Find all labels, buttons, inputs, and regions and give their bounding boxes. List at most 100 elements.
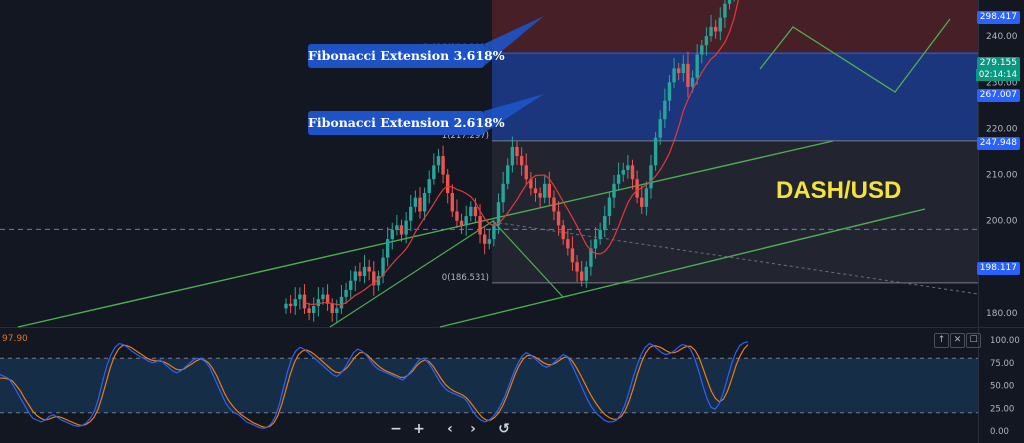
- candle-body: [335, 308, 339, 313]
- candle-body: [649, 165, 653, 189]
- callout-connector-2618: [484, 94, 544, 133]
- candle-body: [727, 0, 732, 4]
- price-tick-6: 230.00: [986, 78, 1018, 88]
- candle-body: [658, 119, 662, 138]
- candle-body: [612, 183, 616, 198]
- oscillator-band: [0, 358, 978, 413]
- candle-body: [436, 156, 441, 166]
- projected-path-line: [759, 18, 951, 93]
- candle-body: [635, 179, 639, 198]
- reset-chart-button[interactable]: ↺: [498, 421, 510, 437]
- candle-countdown: 02:14:14: [975, 69, 1020, 81]
- candle-body: [385, 239, 390, 258]
- candle-body: [325, 294, 330, 304]
- moving-average-line: [304, 0, 739, 306]
- candle-body: [372, 271, 376, 286]
- candle-body: [487, 239, 491, 244]
- candle-body: [464, 216, 468, 226]
- pane-maximize-button[interactable]: ☐: [966, 333, 981, 348]
- candle-body: [690, 77, 695, 87]
- candle-body: [686, 63, 690, 87]
- candle-body: [427, 179, 431, 194]
- price-tag-267: 267.007: [976, 89, 1020, 102]
- candle-body: [409, 206, 413, 221]
- candle-body: [593, 239, 598, 249]
- candle-body: [607, 197, 612, 217]
- candle-body: [533, 188, 538, 194]
- candle-body: [556, 211, 561, 226]
- candle-body: [307, 308, 311, 313]
- candle-body: [621, 169, 625, 175]
- candle-body: [288, 303, 293, 307]
- candle-body: [353, 271, 357, 281]
- oscillator-tick-2: 50.00: [990, 382, 1014, 392]
- candle-body: [390, 229, 394, 240]
- candle-body: [519, 156, 524, 166]
- oscillator-tick-1: 75.00: [990, 359, 1014, 369]
- candle-body: [330, 303, 334, 313]
- fib-anchor-line: [329, 220, 564, 328]
- price-tag-247: 247.948: [976, 137, 1020, 150]
- scroll-left-button[interactable]: ‹: [447, 421, 453, 437]
- candle-body: [441, 156, 445, 175]
- candle-body: [506, 165, 510, 184]
- candle-body: [339, 296, 344, 309]
- fib-zone-1-0: [492, 140, 978, 283]
- candle-body: [298, 294, 302, 300]
- candle-body: [515, 146, 519, 157]
- candle-body: [284, 303, 288, 309]
- candle-body: [630, 165, 635, 180]
- candle-body: [723, 3, 727, 18]
- candle-body: [312, 306, 316, 313]
- oscillator-tick-0: 100.00: [990, 336, 1020, 346]
- candle-body: [644, 188, 649, 207]
- candle-body: [640, 197, 644, 207]
- candle-body: [395, 225, 399, 230]
- candle-body: [510, 146, 515, 166]
- fib-extension-3618-callout: Fibonacci Extension 3.618%: [308, 44, 505, 68]
- candle-body: [492, 225, 496, 240]
- candle-body: [695, 54, 699, 78]
- candle-body: [302, 294, 307, 309]
- candle-body: [450, 193, 455, 212]
- candle-body: [473, 206, 478, 217]
- candle-body: [718, 17, 722, 32]
- pane-close-button[interactable]: ✕: [950, 333, 965, 348]
- candle-body: [566, 239, 570, 249]
- pane-move-up-button[interactable]: ↑: [934, 333, 949, 348]
- price-tick-7: 220.00: [986, 124, 1018, 134]
- candle-body: [496, 202, 501, 226]
- candle-body: [538, 193, 542, 198]
- candle-body: [348, 280, 353, 290]
- candle-body: [418, 197, 422, 212]
- candle-body: [663, 100, 667, 120]
- zoom-in-button[interactable]: +: [413, 421, 425, 437]
- candle-body: [704, 36, 709, 46]
- candle-body: [584, 266, 588, 281]
- candle-body: [376, 276, 381, 286]
- scroll-right-button[interactable]: ›: [470, 421, 476, 437]
- candle-body: [501, 183, 505, 203]
- candle-body: [667, 82, 672, 101]
- candle-body: [570, 248, 575, 263]
- oscillator-tick-4: 0.00: [990, 427, 1009, 437]
- price-tick-11: 180.00: [986, 309, 1018, 319]
- zoom-out-button[interactable]: −: [390, 421, 402, 437]
- candle-body: [575, 262, 579, 272]
- candle-body: [381, 257, 385, 277]
- candle-body: [677, 68, 681, 74]
- candle-body: [561, 225, 565, 240]
- candle-body: [547, 183, 552, 198]
- channel-lower-line: [439, 208, 926, 328]
- projection-dashed-line: [492, 221, 979, 295]
- candle-body: [469, 206, 473, 217]
- candle-body: [362, 266, 367, 277]
- price-tag-current: 279.155: [976, 57, 1020, 70]
- price-tick-5: 240.00: [986, 32, 1018, 42]
- oscillator-tick-3: 25.00: [990, 404, 1014, 414]
- candle-body: [713, 26, 718, 32]
- candle-body: [459, 220, 464, 226]
- fib-label-4: 0(186.531): [442, 273, 489, 283]
- candle-body: [358, 271, 362, 277]
